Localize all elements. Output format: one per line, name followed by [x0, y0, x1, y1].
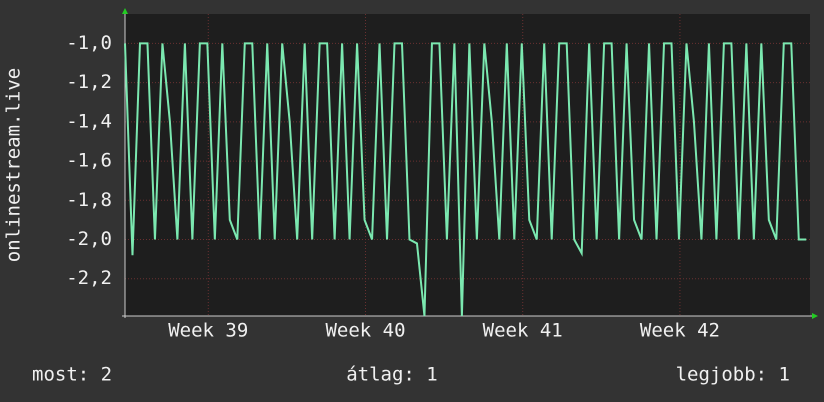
x-tick-label: Week 40 [325, 320, 405, 342]
y-tick-label: -2,2 [66, 267, 112, 289]
x-tick-label: Week 42 [640, 320, 720, 342]
stat: most: 2 [32, 364, 112, 386]
y-tick-label: -1,6 [66, 150, 112, 172]
line-series [124, 42, 807, 317]
y-tick-label: -1,8 [66, 189, 112, 211]
y-tick-label: -1,4 [66, 110, 112, 132]
y-tick-label: -1,0 [66, 32, 112, 54]
y-tick-label: -2,0 [66, 228, 112, 250]
stat: átlag: 1 [346, 364, 438, 386]
y-tick-label: -1,2 [66, 71, 112, 93]
stat: legjobb: 1 [676, 364, 790, 386]
y-arrow [122, 8, 128, 14]
x-tick-label: Week 39 [168, 320, 248, 342]
x-arrow [812, 313, 818, 319]
x-tick-label: Week 41 [483, 320, 563, 342]
y-axis-label: onlinestream.live [3, 68, 25, 262]
